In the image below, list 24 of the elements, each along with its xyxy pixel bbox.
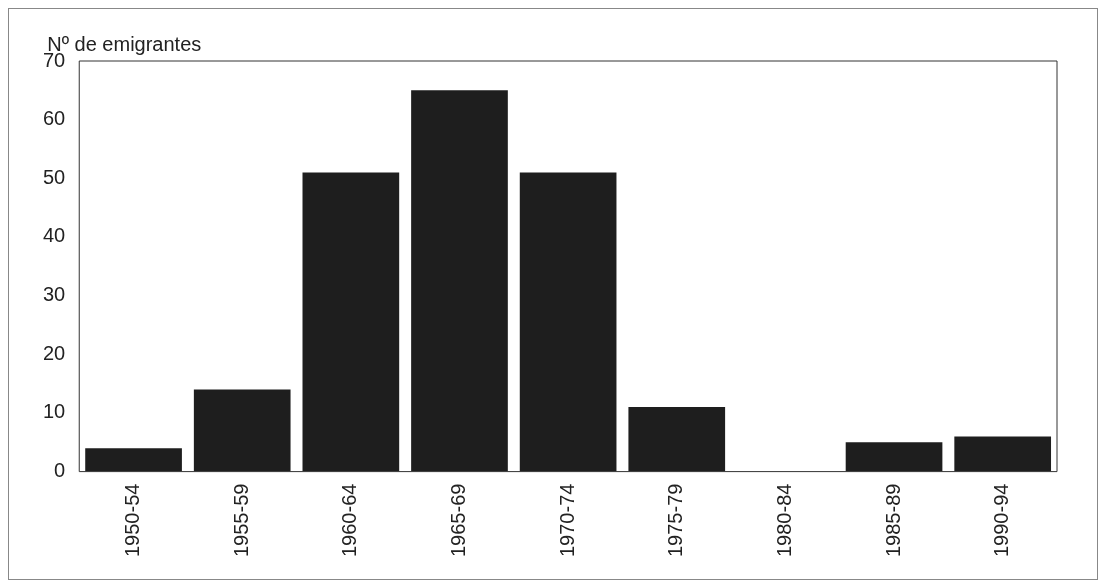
- bar: [411, 90, 508, 472]
- y-tick-label: 20: [43, 341, 66, 364]
- x-tick-label: 1980-84: [772, 483, 795, 558]
- y-tick-label: 40: [43, 224, 66, 247]
- y-tick-label: 10: [43, 400, 66, 423]
- x-tick-label: 1985-89: [881, 483, 904, 558]
- x-tick-label: 1970-74: [555, 483, 578, 558]
- y-tick-label: 50: [43, 165, 66, 188]
- bar: [85, 448, 182, 472]
- y-tick-label: 30: [43, 283, 66, 306]
- bar: [628, 407, 726, 472]
- bar: [954, 436, 1052, 472]
- x-tick-label: 1965-69: [447, 483, 469, 558]
- bar: [845, 442, 943, 472]
- bar: [519, 172, 617, 472]
- x-tick-label: 1955-59: [229, 483, 252, 558]
- x-tick-label: 1975-79: [664, 483, 687, 558]
- y-tick-label: 0: [54, 459, 66, 482]
- y-tick-label: 60: [43, 107, 66, 130]
- bar: [302, 172, 400, 472]
- bar: [193, 389, 291, 472]
- x-tick-label: 1960-64: [338, 483, 361, 558]
- x-tick-label: 1950-54: [121, 483, 144, 558]
- x-tick-label: 1990-94: [990, 483, 1013, 558]
